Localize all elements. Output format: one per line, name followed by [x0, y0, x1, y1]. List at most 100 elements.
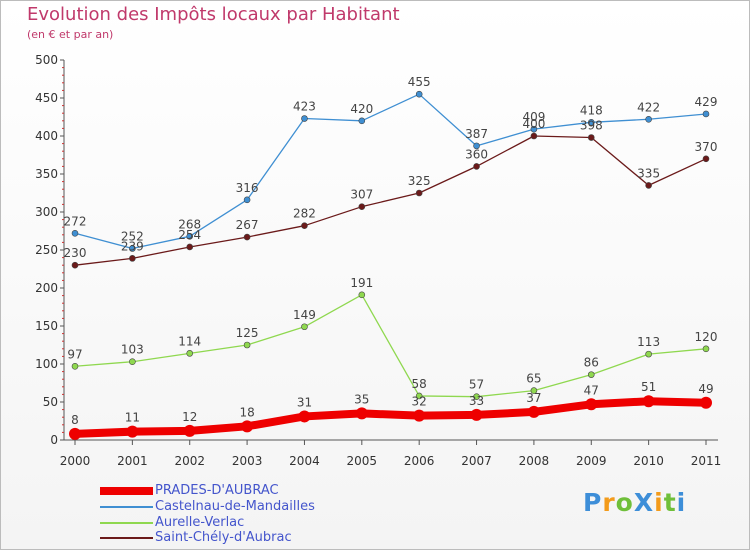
y-tick-label: 50 — [43, 395, 58, 409]
y-tick-label: 250 — [35, 243, 58, 257]
data-label: 97 — [67, 347, 82, 361]
x-tick-label: 2000 — [60, 454, 91, 468]
data-label: 8 — [71, 413, 79, 427]
x-tick-label: 2011 — [691, 454, 722, 468]
data-point — [183, 424, 196, 437]
data-point — [645, 115, 652, 123]
x-tick-label: 2008 — [519, 454, 550, 468]
data-label: 254 — [178, 228, 201, 242]
y-tick-label: 350 — [35, 167, 58, 181]
data-label: 37 — [526, 391, 541, 405]
data-point — [358, 291, 366, 299]
data-point — [241, 420, 254, 433]
data-point — [642, 395, 655, 408]
data-point — [129, 245, 136, 252]
data-point — [355, 407, 368, 420]
data-point — [186, 233, 194, 240]
x-tick-label: 2006 — [404, 454, 435, 468]
data-label: 239 — [121, 239, 144, 253]
data-label: 191 — [350, 276, 373, 290]
data-label: 47 — [584, 383, 599, 397]
data-label: 149 — [293, 308, 316, 322]
data-point — [415, 189, 423, 197]
data-point — [301, 115, 308, 122]
data-label: 267 — [236, 218, 259, 232]
data-label: 400 — [522, 117, 545, 131]
data-label: 387 — [465, 127, 488, 141]
data-point — [186, 243, 194, 251]
data-point — [527, 405, 540, 418]
data-label: 51 — [641, 380, 656, 394]
data-label: 429 — [695, 95, 718, 109]
series-line-1 — [74, 93, 707, 250]
data-point — [413, 409, 426, 422]
y-tick-label: 500 — [35, 53, 58, 67]
data-label: 418 — [580, 103, 603, 117]
data-point — [645, 350, 652, 358]
data-point — [186, 350, 194, 357]
series-line-2 — [74, 294, 707, 398]
data-point — [587, 119, 595, 126]
data-label: 230 — [64, 246, 87, 260]
data-label: 125 — [236, 326, 259, 340]
x-tick-label: 2001 — [117, 454, 148, 468]
data-label: 11 — [125, 411, 140, 425]
data-label: 58 — [412, 377, 427, 391]
y-tick-label: 200 — [35, 281, 58, 295]
data-label: 113 — [637, 335, 660, 349]
y-tick-label: 100 — [35, 357, 58, 371]
data-point — [530, 132, 538, 140]
data-point — [358, 203, 366, 210]
x-tick-label: 2003 — [232, 454, 263, 468]
data-point — [645, 182, 652, 189]
data-point — [243, 341, 251, 349]
data-point — [129, 358, 136, 366]
data-label: 423 — [293, 100, 316, 114]
x-tick-label: 2007 — [461, 454, 492, 468]
y-tick-label: 450 — [35, 91, 58, 105]
data-point — [126, 425, 139, 438]
data-label: 282 — [293, 207, 316, 221]
x-tick-label: 2002 — [174, 454, 205, 468]
legend-label-saint-chely: Saint-Chély-d'Aubrac — [155, 530, 292, 545]
data-label: 268 — [178, 217, 201, 231]
data-label: 325 — [408, 174, 431, 188]
series-line-0 — [71, 397, 710, 438]
data-label: 422 — [637, 100, 660, 114]
data-label: 409 — [522, 110, 545, 124]
data-label: 31 — [297, 395, 312, 409]
data-point — [530, 125, 538, 133]
data-point — [71, 229, 79, 237]
data-label: 103 — [121, 343, 144, 357]
data-label: 398 — [580, 119, 603, 133]
data-point — [470, 408, 483, 421]
data-label: 65 — [526, 372, 541, 386]
data-label: 335 — [637, 166, 660, 180]
data-label: 360 — [465, 147, 488, 161]
data-label: 120 — [695, 330, 718, 344]
proxiti-logo: ProXiti — [583, 488, 687, 517]
chart-title: Evolution des Impôts locaux par Habitant — [27, 4, 400, 25]
data-point — [530, 387, 538, 394]
data-point — [700, 396, 712, 409]
data-label: 272 — [64, 214, 87, 228]
data-label: 86 — [584, 356, 599, 370]
data-point — [298, 410, 311, 423]
y-tick-label: 400 — [35, 129, 58, 143]
data-point — [301, 323, 308, 331]
y-tick-label: 300 — [35, 205, 58, 219]
legend-label-aurelle: Aurelle-Verlac — [155, 515, 245, 530]
data-label: 252 — [121, 229, 144, 243]
data-label: 18 — [239, 405, 254, 419]
data-label: 12 — [182, 410, 197, 424]
data-point — [69, 427, 81, 440]
data-point — [473, 142, 480, 150]
data-label: 420 — [350, 102, 373, 116]
data-label: 455 — [408, 75, 431, 89]
data-point — [415, 90, 423, 98]
data-point — [415, 392, 423, 400]
legend-label-prades: PRADES-D'AUBRAC — [155, 483, 279, 498]
chart-subtitle: (en € et par an) — [27, 28, 114, 41]
